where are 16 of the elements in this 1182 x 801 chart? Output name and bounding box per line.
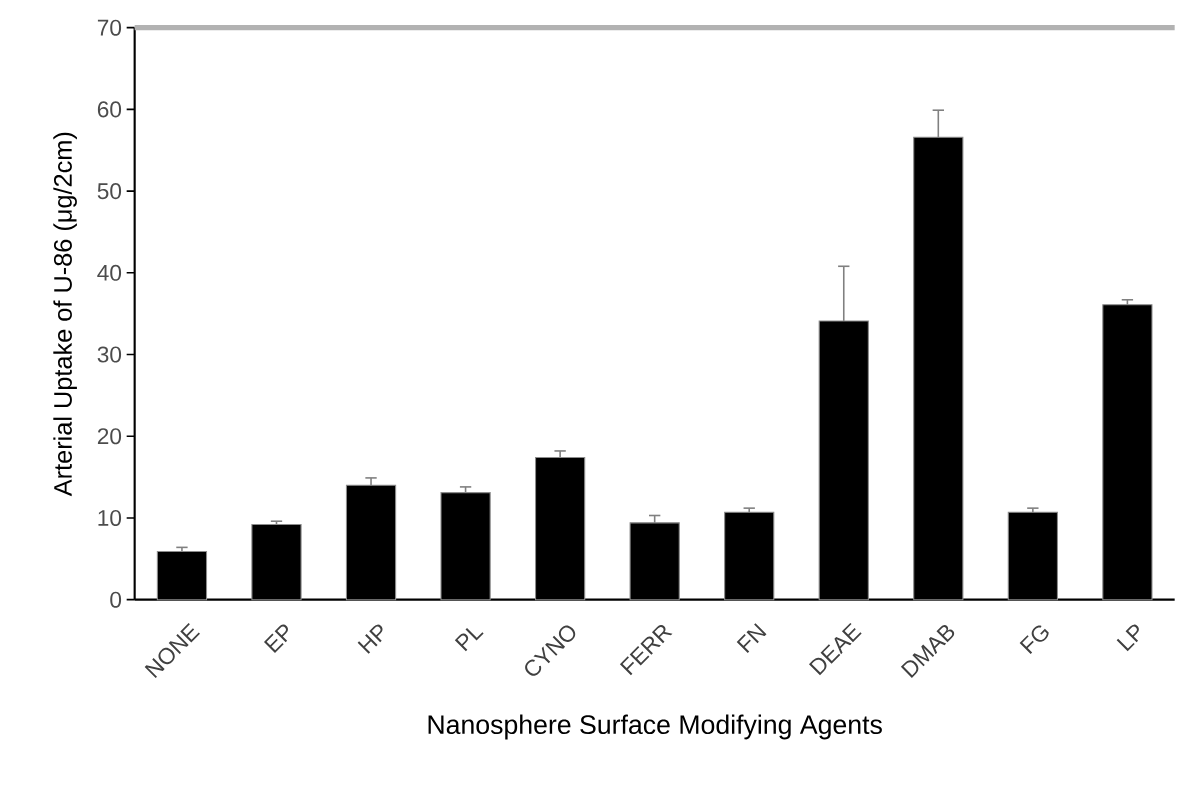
y-axis-title: Arterial Uptake of U-86 (μg/2cm) bbox=[53, 132, 77, 497]
y-tick-label: 60 bbox=[97, 101, 122, 118]
y-tick-label: 70 bbox=[97, 19, 122, 36]
x-tick-label: HP bbox=[357, 624, 383, 654]
y-tick-label: 20 bbox=[97, 428, 122, 445]
x-tick-label: EP bbox=[263, 624, 288, 653]
x-tick-label: FN bbox=[736, 623, 767, 653]
x-axis-title: Nanosphere Surface Modifying Agents bbox=[428, 714, 882, 740]
y-tick-label: 40 bbox=[97, 264, 122, 281]
y-tick-label: 10 bbox=[98, 509, 122, 526]
y-tick-label: 0 bbox=[110, 591, 122, 608]
y-tick-label: 30 bbox=[97, 346, 122, 363]
y-tick-label: 50 bbox=[97, 183, 122, 200]
x-tick-label: FG bbox=[1019, 625, 1049, 654]
x-tick-label: PL bbox=[454, 627, 484, 652]
x-tick-label: LP bbox=[1116, 624, 1139, 652]
